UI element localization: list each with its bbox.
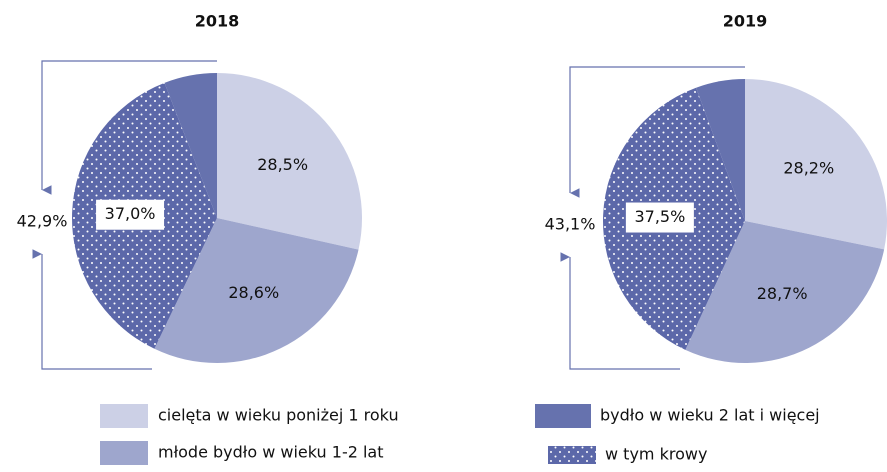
pie-slice	[696, 79, 745, 221]
pie-slice	[685, 221, 885, 363]
pie-slice	[217, 73, 362, 250]
legend-label: młode bydło w wieku 1-2 lat	[158, 443, 384, 462]
bracket	[32, 249, 152, 370]
pie-slice	[154, 218, 359, 363]
bracket	[569, 66, 745, 198]
label-box	[96, 199, 165, 230]
data-label: 28,2%	[783, 158, 834, 177]
data-label: 28,5%	[257, 155, 308, 174]
legend-swatch	[100, 441, 148, 465]
data-label: 28,6%	[228, 283, 279, 302]
legend-swatch	[100, 404, 148, 428]
legend-label: cielęta w wieku poniżej 1 roku	[158, 406, 399, 425]
legend-label: w tym krowy	[605, 445, 707, 464]
label-box	[625, 202, 694, 233]
data-label: 37,5%	[634, 207, 685, 226]
bracket-label: 43,1%	[545, 215, 596, 234]
bracket	[41, 60, 217, 195]
bracket-label: 42,9%	[17, 212, 68, 231]
data-label: 28,7%	[757, 284, 808, 303]
legend-label: bydło w wieku 2 lat i więcej	[600, 406, 820, 425]
data-label: 37,0%	[105, 204, 156, 223]
chart-title: 2019	[723, 12, 768, 31]
legend-swatch	[535, 404, 591, 428]
chart-title: 2018	[195, 12, 240, 31]
bracket	[560, 252, 680, 370]
legend-swatch	[548, 446, 596, 464]
pie-slice	[164, 73, 217, 218]
pie-slice	[745, 79, 887, 250]
